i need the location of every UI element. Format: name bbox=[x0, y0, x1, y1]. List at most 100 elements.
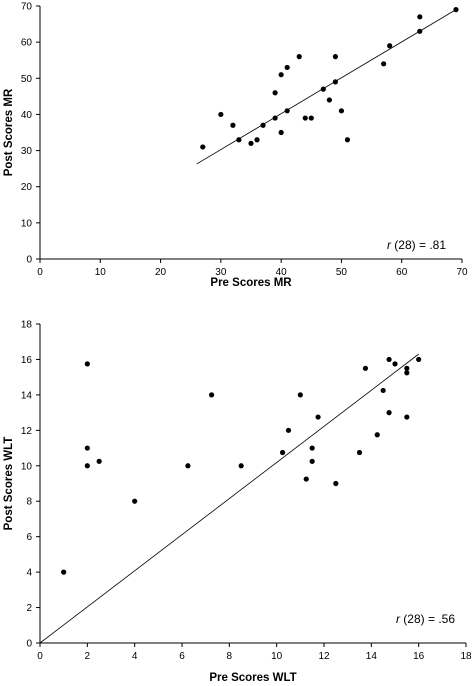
data-point bbox=[417, 14, 423, 20]
data-point bbox=[285, 427, 292, 433]
x-tick-label: 50 bbox=[336, 267, 348, 278]
data-point bbox=[417, 28, 423, 34]
data-point bbox=[386, 410, 392, 416]
y-axis-label: Post Scores MR bbox=[3, 88, 15, 176]
y-tick-label: 0 bbox=[26, 255, 32, 266]
x-tick-label: 6 bbox=[179, 651, 185, 662]
data-point bbox=[284, 64, 290, 71]
data-point bbox=[333, 480, 339, 487]
data-point bbox=[416, 356, 422, 363]
y-tick-label: 18 bbox=[21, 320, 33, 331]
data-point bbox=[96, 458, 102, 464]
y-tick-label: 12 bbox=[21, 426, 33, 437]
x-tick-label: 10 bbox=[271, 651, 283, 662]
data-point bbox=[236, 137, 242, 143]
x-tick-label: 70 bbox=[456, 267, 468, 278]
x-tick-label: 8 bbox=[227, 651, 233, 662]
data-point bbox=[132, 498, 138, 504]
data-point bbox=[404, 365, 410, 371]
data-point bbox=[309, 445, 315, 451]
data-point bbox=[84, 361, 90, 367]
data-point bbox=[374, 432, 380, 438]
data-point bbox=[238, 463, 244, 469]
x-tick-label: 40 bbox=[276, 267, 288, 278]
data-point bbox=[302, 115, 308, 121]
y-tick-label: 2 bbox=[26, 603, 32, 614]
data-point bbox=[386, 356, 392, 363]
correlation-annotation: r (28) = .56 bbox=[396, 612, 455, 626]
correlation-value: (28) = .56 bbox=[400, 612, 455, 626]
data-point bbox=[332, 54, 338, 60]
chart-wlt: 0 2 4 6 8 10 12 14 16 18 0 2 4 6 8 10 12 14 16 18 Pre Scores… bbox=[3, 320, 472, 685]
data-point bbox=[61, 569, 67, 575]
y-tick-label: 10 bbox=[21, 461, 33, 472]
correlation-value: (28) = .81 bbox=[391, 238, 446, 252]
y-axis-label: Post Scores WLT bbox=[3, 437, 15, 531]
data-point bbox=[84, 445, 90, 451]
y-tick-label: 6 bbox=[26, 532, 32, 543]
data-point bbox=[297, 392, 303, 398]
y-tick-label: 30 bbox=[21, 146, 33, 157]
data-point bbox=[185, 463, 191, 469]
data-point bbox=[308, 115, 314, 121]
data-point bbox=[218, 111, 224, 118]
data-point bbox=[338, 108, 345, 114]
y-tick-label: 70 bbox=[21, 2, 33, 13]
trendline bbox=[196, 9, 457, 165]
x-tick-label: 0 bbox=[37, 267, 43, 278]
y-tick-label: 40 bbox=[21, 110, 33, 121]
x-tick-label: 30 bbox=[215, 267, 227, 278]
x-axis-label: Pre Scores WLT bbox=[209, 672, 296, 684]
y-tick-label: 0 bbox=[26, 639, 32, 650]
data-point bbox=[356, 449, 363, 456]
data-point bbox=[315, 414, 321, 420]
y-tick-label: 14 bbox=[21, 390, 33, 401]
data-point bbox=[320, 86, 326, 92]
correlation-annotation: r (28) = .81 bbox=[387, 238, 446, 252]
y-tick-label: 10 bbox=[21, 218, 33, 229]
correlation-symbol: r bbox=[387, 238, 392, 252]
x-tick-label: 14 bbox=[366, 651, 378, 662]
trendline bbox=[39, 353, 419, 644]
x-tick-label: 12 bbox=[318, 651, 330, 662]
data-point bbox=[284, 108, 290, 114]
data-point bbox=[200, 144, 206, 150]
x-tick-label: 10 bbox=[95, 267, 107, 278]
x-axis-label: Pre Scores MR bbox=[210, 277, 292, 289]
data-point bbox=[381, 61, 387, 67]
data-point bbox=[278, 129, 284, 136]
x-tick-label: 60 bbox=[396, 267, 408, 278]
x-tick-label: 18 bbox=[460, 651, 472, 662]
data-point bbox=[344, 137, 351, 143]
x-tick-label: 0 bbox=[37, 651, 43, 662]
data-point bbox=[248, 140, 254, 146]
data-point bbox=[230, 122, 236, 128]
data-point bbox=[453, 7, 459, 13]
y-tick-label: 60 bbox=[21, 38, 33, 49]
data-point bbox=[272, 115, 278, 121]
data-point bbox=[387, 43, 393, 49]
data-point bbox=[254, 137, 260, 143]
x-tick-label: 20 bbox=[155, 267, 167, 278]
y-tick-label: 16 bbox=[21, 355, 33, 366]
data-point bbox=[278, 72, 284, 78]
data-point bbox=[84, 463, 90, 469]
x-tick-label: 4 bbox=[132, 651, 138, 662]
data-point bbox=[404, 414, 410, 420]
data-point bbox=[309, 458, 315, 464]
data-point bbox=[260, 122, 266, 128]
data-point bbox=[296, 54, 302, 60]
data-point bbox=[380, 387, 386, 394]
data-point bbox=[279, 449, 286, 456]
data-point bbox=[303, 476, 309, 482]
y-tick-label: 50 bbox=[21, 74, 33, 85]
y-tick-label: 4 bbox=[26, 568, 32, 579]
chart-mr: 0 10 20 30 40 50 60 70 0 10 20 30 40 50 60 70 Pre Scores… bbox=[3, 2, 468, 290]
data-point bbox=[326, 97, 332, 103]
data-point bbox=[272, 90, 278, 96]
data-point bbox=[208, 392, 215, 398]
y-tick-label: 8 bbox=[26, 497, 32, 508]
x-tick-label: 2 bbox=[85, 651, 91, 662]
data-point bbox=[404, 370, 410, 376]
